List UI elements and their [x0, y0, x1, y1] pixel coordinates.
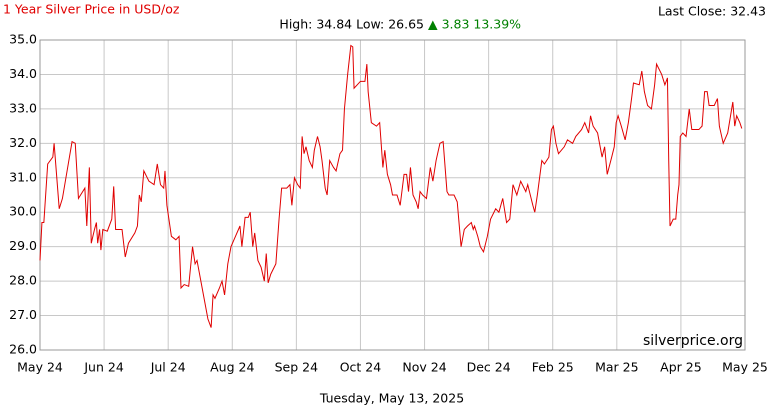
- last-close: Last Close: 32.43: [658, 4, 766, 19]
- x-tick-label: Mar 25: [595, 360, 638, 375]
- change: ▲ 3.83 13.39%: [428, 17, 521, 32]
- y-tick-label: 32.0: [9, 135, 37, 150]
- y-tick-label: 34.0: [9, 66, 37, 81]
- y-tick-label: 30.0: [9, 204, 37, 219]
- plot-border: [39, 39, 746, 351]
- x-tick-label: May 25: [722, 360, 768, 375]
- y-tick-label: 31.0: [9, 169, 37, 184]
- price-line: [39, 44, 743, 328]
- x-tick-label: Aug 24: [210, 360, 254, 375]
- x-tick-label: May 24: [17, 360, 63, 375]
- y-tick-label: 28.0: [9, 273, 37, 288]
- y-tick-label: 27.0: [9, 307, 37, 322]
- x-tick-label: Dec 24: [467, 360, 511, 375]
- x-tick-label: Feb 25: [532, 360, 574, 375]
- y-tick-label: 26.0: [9, 342, 37, 357]
- watermark: silverprice.org: [643, 333, 743, 349]
- y-tick-label: 33.0: [9, 100, 37, 115]
- x-tick-label: Nov 24: [402, 360, 446, 375]
- high-low: High: 34.84 Low: 26.65: [279, 17, 424, 32]
- x-tick-label: Apr 25: [660, 360, 702, 375]
- date: Tuesday, May 13, 2025: [319, 391, 464, 406]
- y-tick-label: 29.0: [9, 238, 37, 253]
- chart-title: 1 Year Silver Price in USD/oz: [3, 2, 180, 17]
- x-tick-label: Jun 24: [83, 360, 123, 375]
- x-tick-label: Sep 24: [275, 360, 318, 375]
- x-tick-label: Jul 24: [150, 360, 186, 375]
- y-tick-label: 35.0: [9, 32, 37, 47]
- x-tick-label: Oct 24: [340, 360, 382, 375]
